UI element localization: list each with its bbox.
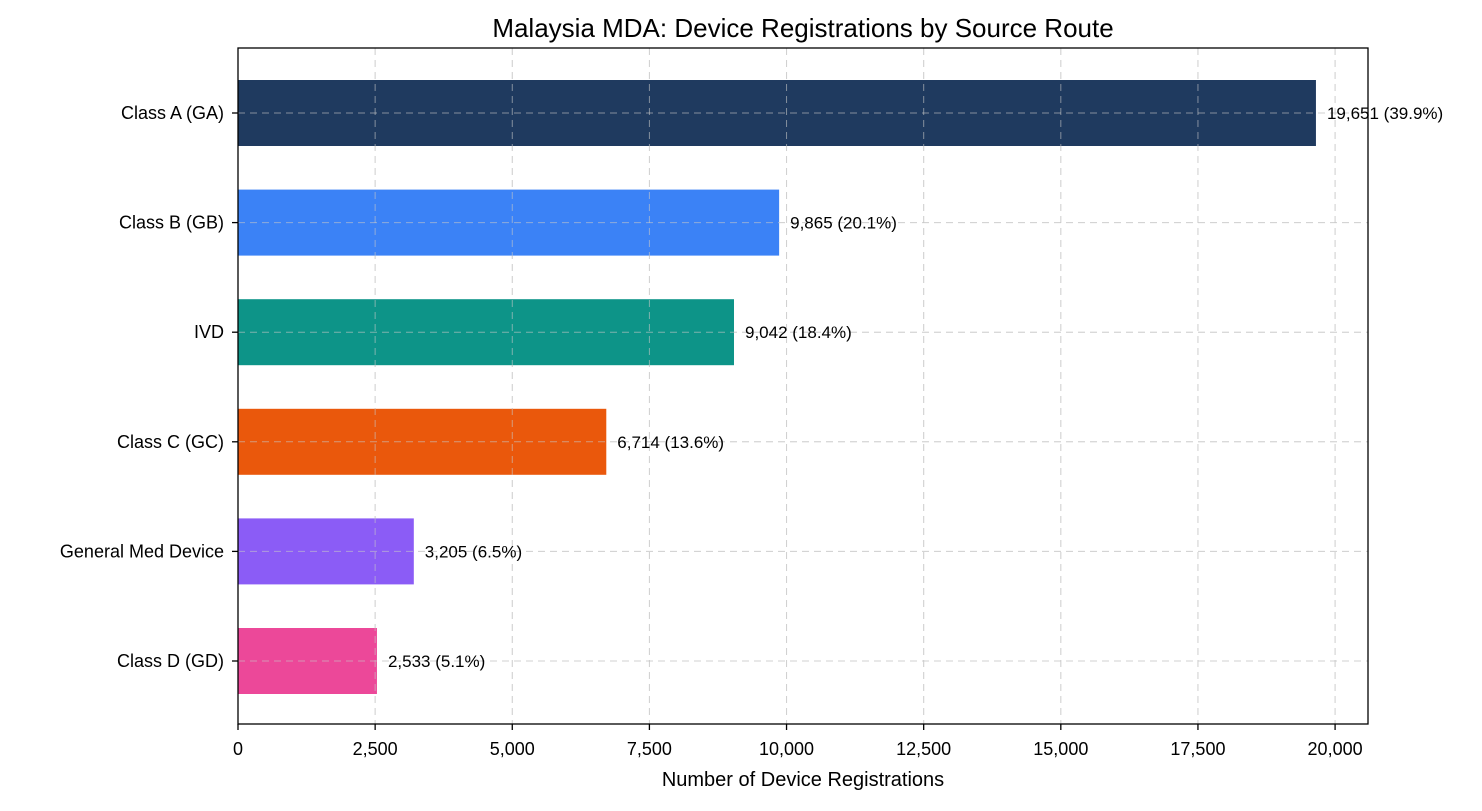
x-axis-label: Number of Device Registrations [662,769,944,791]
x-tick-label-8: 20,000 [1308,739,1363,759]
x-tick-label-2: 5,000 [490,739,535,759]
y-tick-label-1: Class B (GB) [119,213,224,233]
grid-overlay [237,48,1368,724]
bar-5 [238,628,377,694]
x-tick-label-0: 0 [233,739,243,759]
data-label-4: 3,205 (6.5%) [425,542,522,561]
y-tick-label-5: Class D (GD) [117,651,224,671]
y-tick-label-0: Class A (GA) [121,103,224,123]
x-tick-label-5: 12,500 [896,739,951,759]
x-tick-label-1: 2,500 [353,739,398,759]
chart-title: Malaysia MDA: Device Registrations by So… [492,13,1113,43]
data-label-5: 2,533 (5.1%) [388,652,485,671]
data-labels: 19,651 (39.9%) 9,865 (20.1%) 9,042 (18.4%)… [388,104,1443,671]
y-tick-label-4: General Med Device [60,541,224,561]
data-label-0: 19,651 (39.9%) [1327,104,1443,123]
plot-frame [237,47,1369,725]
y-tick-label-2: IVD [194,322,224,342]
y-tick-label-3: Class C (GC) [117,432,224,452]
data-label-1: 9,865 (20.1%) [790,214,897,233]
grid [237,48,1368,724]
x-tick-label-3: 7,500 [627,739,672,759]
bars [238,80,1316,694]
data-label-3: 6,714 (13.6%) [617,433,724,452]
data-label-2: 9,042 (18.4%) [745,323,852,342]
x-tick-label-7: 17,500 [1170,739,1225,759]
bar-0 [238,80,1316,146]
x-tick-label-4: 10,000 [759,739,814,759]
axis-ticks: 0 2,500 5,000 7,500 10,000 12,500 15,000 17,500… [60,103,1363,759]
x-tick-label-6: 15,000 [1033,739,1088,759]
